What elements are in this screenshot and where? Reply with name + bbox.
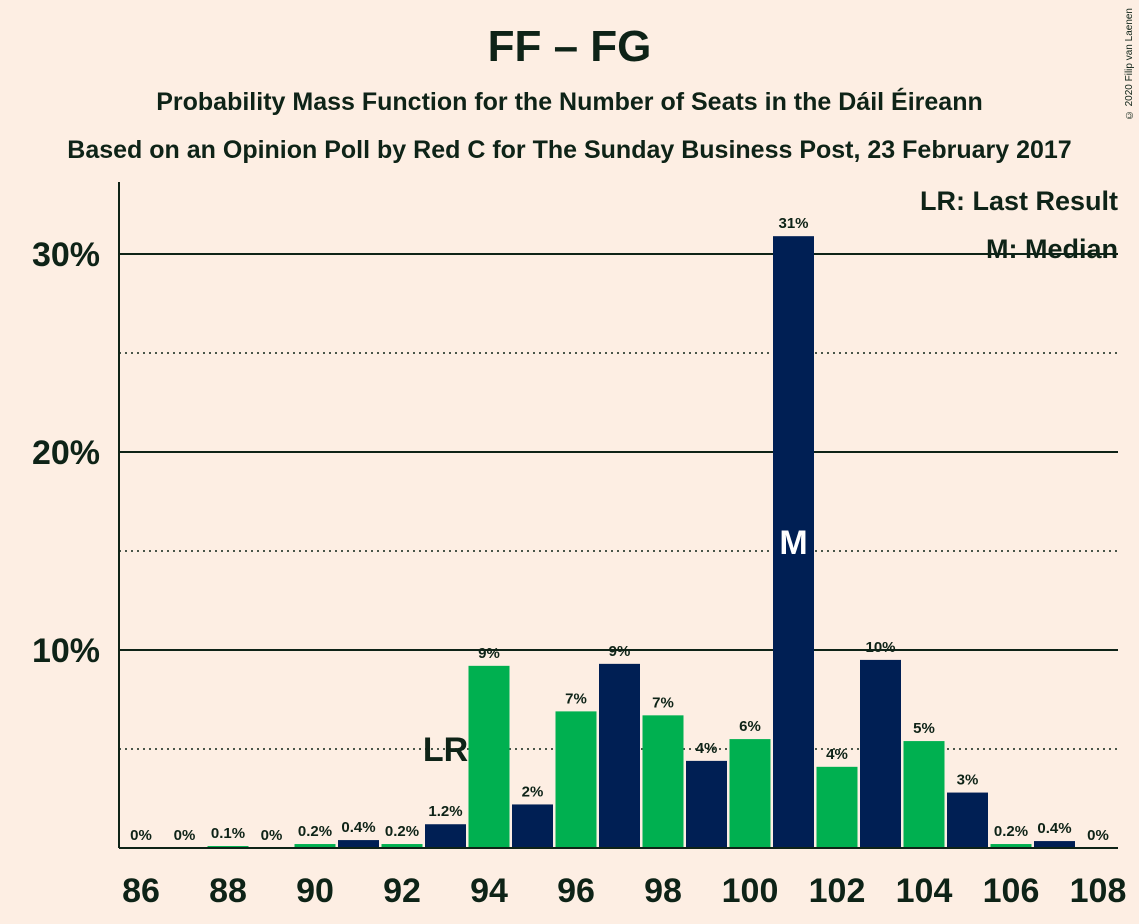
data-label-92: 0.2% [385, 823, 419, 840]
x-tick-label: 108 [1070, 872, 1127, 910]
bar-90 [294, 844, 336, 848]
data-label-88: 0.1% [211, 825, 245, 842]
bar-103 [860, 659, 901, 848]
x-tick-label: 106 [983, 872, 1040, 910]
data-label-105: 3% [957, 772, 979, 789]
bar-99 [686, 760, 727, 848]
grid-lines: 10% 20% 30% [32, 236, 1118, 750]
legend-last-result: LR: Last Result [920, 186, 1118, 216]
bar-96 [555, 711, 597, 848]
data-label-90: 0.2% [298, 823, 332, 840]
data-label-102: 4% [826, 746, 848, 763]
bar-93 [425, 824, 466, 848]
x-tick-label: 90 [296, 872, 334, 910]
bar-94 [468, 665, 510, 848]
data-label-106: 0.2% [994, 823, 1028, 840]
x-tick-label: 98 [644, 872, 682, 910]
bar-105 [947, 792, 988, 848]
legend-median: M: Median [986, 234, 1118, 264]
y-tick-label: 10% [32, 632, 100, 670]
data-label-108: 0% [1087, 827, 1109, 844]
data-label-95: 2% [522, 783, 544, 800]
chart-title: FF – FG [487, 22, 652, 71]
data-label-89: 0% [261, 827, 283, 844]
x-tick-label: 88 [209, 872, 247, 910]
data-labels: 0% 0% 0.1% 0% 0.2% 0.4% 0.2% 1.2% 9% 2% 7% 9% 7% 4% 6%… [130, 215, 1109, 844]
data-label-99: 4% [696, 740, 718, 757]
x-tick-label: 86 [122, 872, 160, 910]
chart-subtitle: Probability Mass Function for the Number… [156, 88, 983, 116]
data-label-86: 0% [130, 827, 152, 844]
bar-106 [990, 844, 1032, 848]
bar-100 [729, 739, 771, 848]
bar-97 [599, 663, 640, 848]
x-tick-label: 94 [470, 872, 508, 910]
data-label-91: 0.4% [341, 819, 375, 836]
bar-102 [816, 766, 858, 848]
x-tick-label: 92 [383, 872, 421, 910]
data-label-94: 9% [478, 645, 500, 662]
bar-91 [338, 840, 379, 848]
chart-source-line: Based on an Opinion Poll by Red C for Th… [67, 136, 1072, 164]
y-tick-label: 30% [32, 236, 100, 274]
bars [207, 236, 1075, 848]
data-label-96: 7% [565, 690, 587, 707]
data-label-104: 5% [913, 720, 935, 737]
data-label-101: 31% [778, 215, 808, 232]
x-tick-label: 96 [557, 872, 595, 910]
bar-101 [773, 236, 814, 848]
last-result-marker: LR [423, 731, 468, 769]
x-tick-label: 104 [896, 872, 953, 910]
x-tick-label: 102 [809, 872, 866, 910]
data-label-100: 6% [739, 718, 761, 735]
data-label-97: 9% [609, 643, 631, 660]
data-label-93: 1.2% [428, 803, 462, 820]
bar-104 [903, 741, 945, 848]
data-label-87: 0% [174, 827, 196, 844]
bar-95 [512, 804, 553, 848]
median-marker: M [779, 524, 807, 562]
bar-107 [1034, 841, 1075, 848]
data-label-107: 0.4% [1037, 820, 1071, 837]
data-label-103: 10% [865, 639, 895, 656]
y-tick-label: 20% [32, 434, 100, 472]
bar-92 [381, 844, 423, 848]
legend: LR: Last Result M: Median [920, 186, 1118, 264]
axes: 86 88 90 92 94 96 98 100 102 104 106 108 [118, 182, 1127, 910]
bar-98 [642, 715, 684, 848]
data-label-98: 7% [652, 694, 674, 711]
x-tick-label: 100 [722, 872, 779, 910]
